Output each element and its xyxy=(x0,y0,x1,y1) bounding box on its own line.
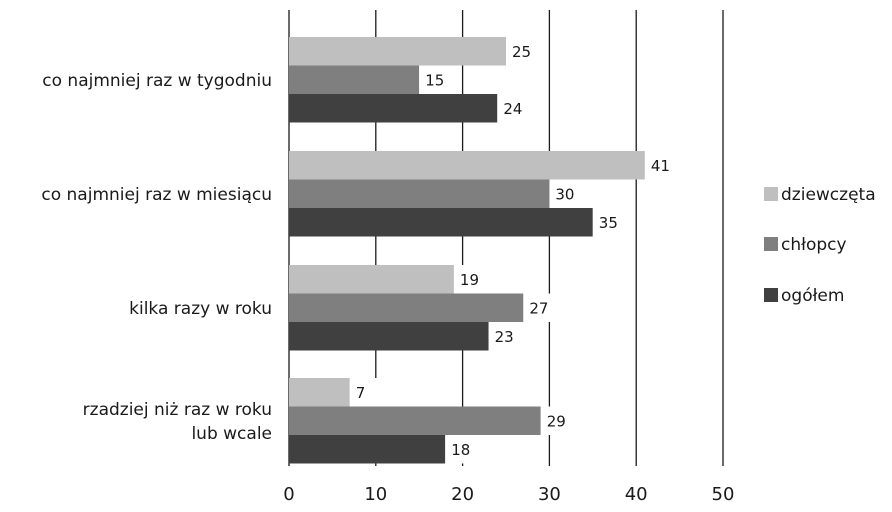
x-tick-label-0: 0 xyxy=(283,484,294,505)
bars xyxy=(289,37,645,464)
category-label-4-line-1: rzadziej niż raz w roku xyxy=(83,400,272,420)
bar-4-1 xyxy=(289,378,350,407)
data-label-2-3: 35 xyxy=(599,214,618,232)
bar-4-2 xyxy=(289,406,541,435)
legend-swatch-1 xyxy=(764,187,778,201)
data-label-bg xyxy=(540,406,571,435)
bar-4-3 xyxy=(289,435,446,464)
data-label-4-3: 18 xyxy=(451,441,470,459)
x-tick-label-30: 30 xyxy=(538,484,561,505)
bar-2-2 xyxy=(289,179,550,208)
data-label-bg xyxy=(523,293,554,322)
data-label-bg xyxy=(592,208,623,237)
legend-label-3: ogółem xyxy=(781,286,844,306)
data-label-bg xyxy=(497,94,528,123)
x-tick-label-20: 20 xyxy=(451,484,474,505)
bar-1-1 xyxy=(289,37,506,66)
data-label-3-2: 27 xyxy=(529,299,548,317)
x-tick-label-10: 10 xyxy=(364,484,387,505)
bar-1-2 xyxy=(289,65,420,94)
bar-3-1 xyxy=(289,265,454,294)
data-label-1-2: 15 xyxy=(425,71,444,89)
legend-swatch-2 xyxy=(764,237,778,251)
data-label-1-3: 24 xyxy=(503,100,522,118)
data-label-bg xyxy=(349,378,380,407)
category-label-1: co najmniej raz w tygodniu xyxy=(42,71,272,91)
category-label-2: co najmniej raz w miesiącu xyxy=(41,185,272,205)
x-tick-label-40: 40 xyxy=(625,484,648,505)
bar-3-3 xyxy=(289,322,489,351)
bar-2-3 xyxy=(289,208,593,237)
data-label-3-3: 23 xyxy=(495,328,514,346)
legend: dziewczęta chłopcy ogółem xyxy=(764,185,876,306)
data-label-3-1: 19 xyxy=(460,271,479,289)
category-label-3: kilka razy w roku xyxy=(129,299,272,319)
data-label-bg xyxy=(549,179,580,208)
data-label-2-2: 30 xyxy=(555,185,574,203)
category-label-4-line-2: lub wcale xyxy=(191,424,272,444)
data-labels: 25 15 24 41 30 35 19 27 23 7 29 18 xyxy=(349,37,675,464)
data-label-1-1: 25 xyxy=(512,43,531,61)
data-label-4-1: 7 xyxy=(356,384,366,402)
bar-3-2 xyxy=(289,293,524,322)
data-label-bg xyxy=(488,322,519,351)
x-tick-label-50: 50 xyxy=(712,484,735,505)
data-label-bg xyxy=(445,435,476,464)
data-label-bg xyxy=(419,65,450,94)
bar-1-3 xyxy=(289,94,498,123)
legend-label-2: chłopcy xyxy=(781,235,847,255)
data-label-bg xyxy=(506,37,536,66)
data-label-bg xyxy=(453,265,484,294)
data-label-2-1: 41 xyxy=(651,157,670,175)
category-labels: co najmniej raz w tygodniu co najmniej ra… xyxy=(41,71,272,444)
data-label-bg xyxy=(644,151,675,180)
bar-2-1 xyxy=(289,151,645,180)
data-label-4-2: 29 xyxy=(547,412,566,430)
legend-label-1: dziewczęta xyxy=(781,185,876,205)
x-axis-ticks: 0 10 20 30 40 50 xyxy=(283,484,734,505)
legend-swatch-3 xyxy=(764,288,778,302)
